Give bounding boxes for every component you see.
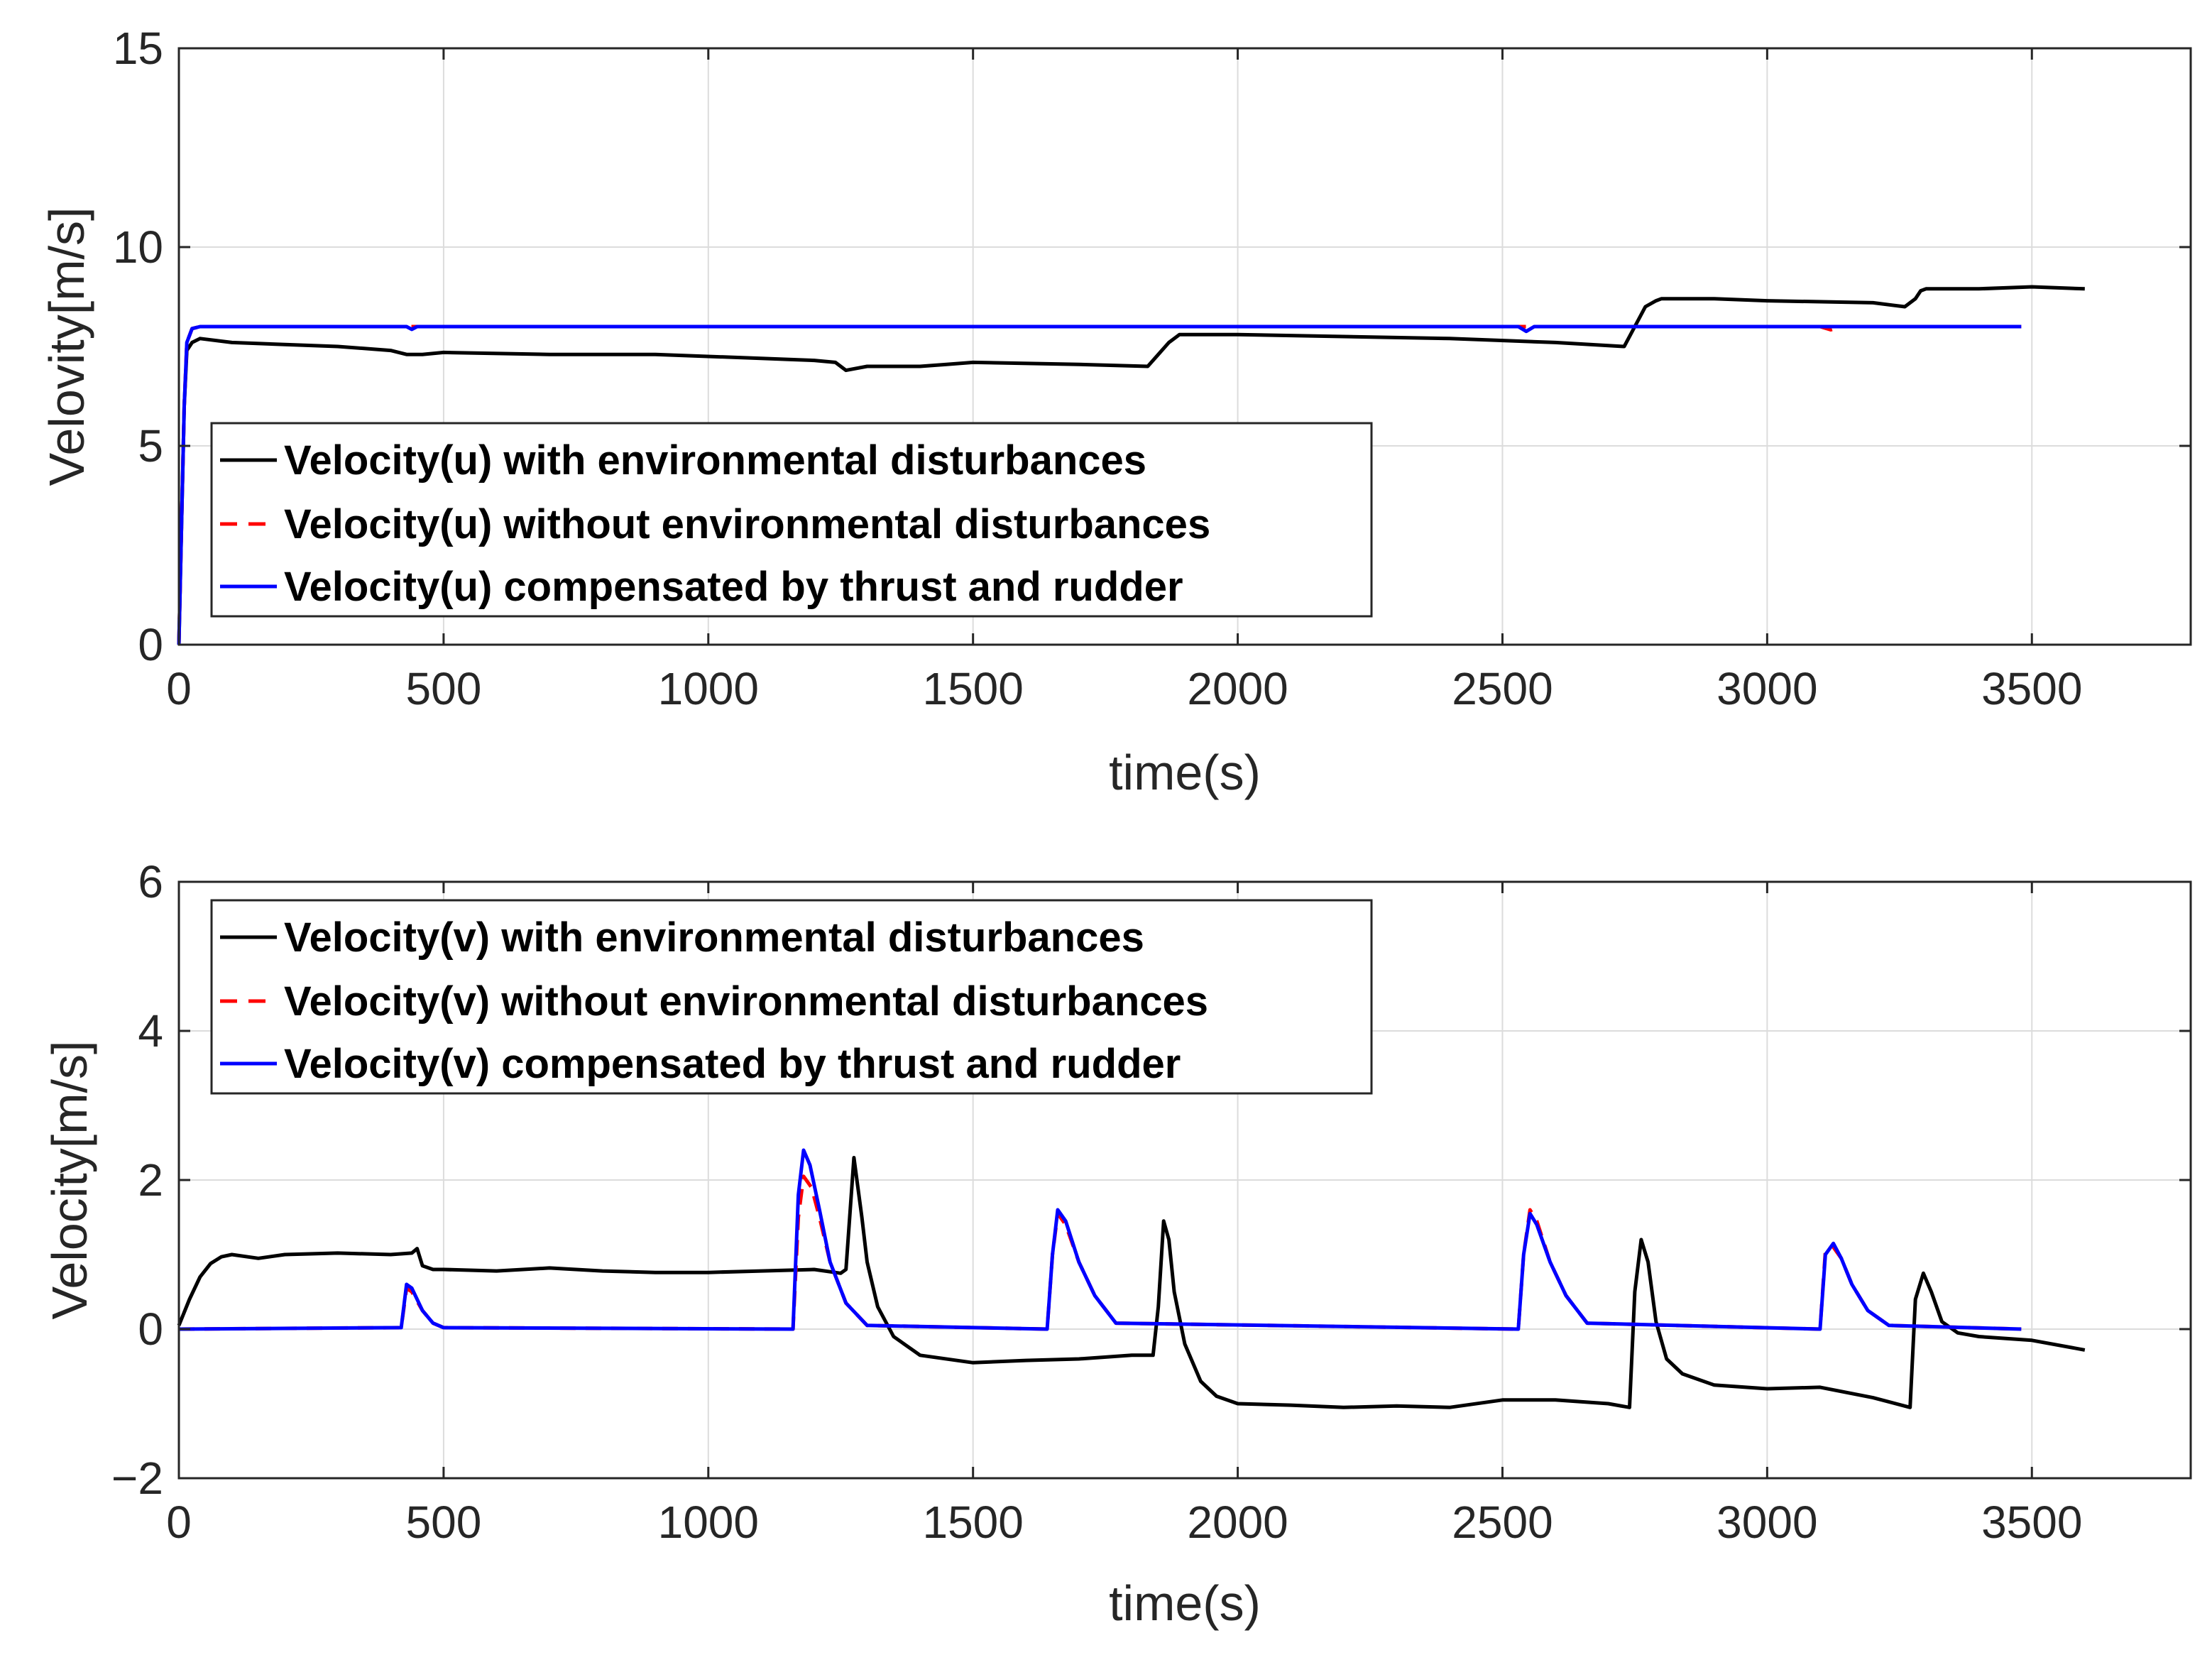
bottom-x-tick-label: 2000 — [1187, 1497, 1288, 1548]
bottom-series-with-line — [177, 1156, 2086, 1409]
top-x-tick-label: 1500 — [922, 663, 1023, 714]
top-x-tick-label: 3500 — [1981, 663, 2082, 714]
bottom-x-tick-label: 3500 — [1981, 1497, 2082, 1548]
bottom-series-without-line — [178, 1174, 2022, 1331]
subplot-top-axes-box — [177, 47, 2192, 646]
bottom-x-tick-label: 3000 — [1717, 1497, 1817, 1548]
legend-entry-u-compensated: Velocity(u) compensated by thrust and ru… — [284, 564, 1183, 610]
subplot-bottom-xlabel: time(s) — [1109, 1575, 1261, 1631]
subplot-top-legend-box — [210, 422, 1373, 618]
top-y-tick-label: 5 — [138, 420, 163, 471]
bottom-series-compensated-line — [178, 1148, 2022, 1331]
subplot-top-xlabel: time(s) — [1109, 745, 1261, 800]
subplot-bottom-legend: Velocity(v) with environmental disturban… — [210, 899, 1373, 1095]
top-x-tick-label: 3000 — [1717, 663, 1817, 714]
subplot-bottom-legend-box — [210, 899, 1373, 1095]
bottom-y-tick-label: −2 — [111, 1453, 163, 1504]
top-x-tick-label: 0 — [166, 663, 192, 714]
legend-entry-u-with: Velocity(u) with environmental disturban… — [284, 437, 1146, 484]
top-x-tick-label: 500 — [406, 663, 482, 714]
legend-entry-v-compensated: Velocity(v) compensated by thrust and ru… — [284, 1041, 1181, 1087]
top-x-tick-label: 1000 — [658, 663, 759, 714]
subplot-top-legend: Velocity(u) with environmental disturban… — [210, 422, 1373, 618]
subplot-bottom-series — [177, 1148, 2086, 1409]
top-y-tick-label: 15 — [113, 23, 163, 74]
bottom-y-tick-label: 4 — [138, 1005, 163, 1056]
top-series-compensated-line — [177, 324, 2022, 645]
bottom-x-tick-label: 0 — [166, 1497, 192, 1548]
top-y-tick-label: 0 — [138, 619, 163, 670]
legend-entry-v-with: Velocity(v) with environmental disturban… — [284, 914, 1144, 961]
bottom-x-tick-label: 1000 — [658, 1497, 759, 1548]
legend-entry-u-without: Velocity(u) without environmental distur… — [284, 501, 1210, 547]
subplot-top-ticks: 0 500 1000 1500 2000 2500 3000 3500 0 5 10 15 — [113, 23, 2191, 714]
bottom-y-tick-label: 0 — [138, 1304, 163, 1355]
bottom-x-tick-label: 1500 — [922, 1497, 1023, 1548]
bottom-x-tick-label: 500 — [406, 1497, 482, 1548]
top-x-tick-label: 2000 — [1187, 663, 1288, 714]
subplot-top-ylabel: Velovity[m/s] — [39, 207, 94, 486]
subplot-top-series — [177, 285, 2085, 645]
legend-entry-v-without: Velocity(v) without environmental distur… — [284, 978, 1208, 1025]
top-x-tick-label: 2500 — [1452, 663, 1553, 714]
subplot-top: 0 500 1000 1500 2000 2500 3000 3500 0 5 10 15 time(… — [39, 23, 2192, 800]
subplot-bottom-ylabel: Velocity[m/s] — [42, 1041, 97, 1320]
top-y-tick-label: 10 — [113, 222, 163, 273]
top-series-with-line — [177, 285, 2085, 645]
bottom-y-tick-label: 2 — [138, 1154, 163, 1206]
bottom-y-tick-label: 6 — [138, 856, 163, 907]
bottom-x-tick-label: 2500 — [1452, 1497, 1553, 1548]
